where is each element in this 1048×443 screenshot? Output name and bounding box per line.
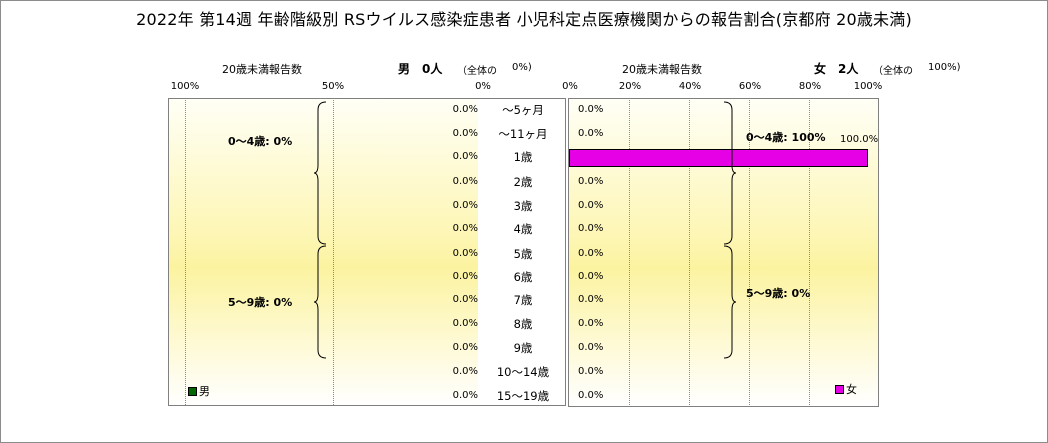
category-label: 9歳 [513,341,533,355]
gridline [689,100,690,405]
male-group-label-0-4: 0～4歳: 0% [228,135,293,148]
male-data-label: 0.0% [452,223,478,234]
category-label: 1歳 [513,150,533,164]
female-panel-border [568,98,879,407]
male-data-label: 0.0% [452,342,478,353]
male-data-label: 0.0% [452,128,478,139]
male-data-label: 0.0% [452,104,478,115]
male-data-label: 0.0% [452,151,478,162]
male-data-label: 0.0% [452,366,478,377]
female-data-label: 100.0% [840,134,879,145]
gridline [333,100,334,405]
male-data-label: 0.0% [452,390,478,401]
male-share-value: 0%) [512,62,532,73]
female-data-label: 0.0% [578,248,604,259]
gridline [629,100,630,405]
male-data-label: 0.0% [452,294,478,305]
female-brace-5-9 [723,245,737,359]
male-plot-area [168,98,478,406]
female-data-label: 0.0% [578,104,604,115]
category-label: 6歳 [513,270,533,284]
female-tick-label: 100% [853,81,883,92]
category-label: 2歳 [513,175,533,189]
female-data-label: 0.0% [578,366,604,377]
female-share-value: 100%) [928,62,961,73]
female-tick-label: 0% [562,81,578,92]
female-count: 2人 [838,62,859,76]
female-group-label-5-9: 5～9歳: 0% [746,287,811,300]
female-data-label: 0.0% [578,342,604,353]
female-data-label: 0.0% [578,223,604,234]
female-name: 女 [814,62,827,76]
female-share-label: （全体の [873,66,913,77]
male-count: 0人 [422,62,443,76]
female-group-label-0-4: 0～4歳: 100% [746,131,826,144]
gridline [185,100,186,405]
female-section-label: 20歳未満報告数 [622,63,702,76]
female-data-label: 0.0% [578,128,604,139]
category-label: 4歳 [513,222,533,236]
female-tick-label: 40% [678,81,702,92]
category-label: 7歳 [513,293,533,307]
female-legend-swatch [835,384,844,394]
female-legend-label: 女 [846,383,857,396]
male-data-label: 0.0% [452,271,478,282]
male-tick-label: 50% [321,81,345,92]
female-data-label: 0.0% [578,271,604,282]
female-bar [569,149,868,167]
male-brace-5-9 [313,245,327,359]
female-tick-label: 20% [618,81,642,92]
male-panel-border [168,98,566,406]
male-legend-swatch [188,386,197,396]
female-legend: 女 [835,381,857,397]
male-legend: 男 [188,383,210,399]
gridline [749,100,750,405]
male-tick-label: 0% [475,81,491,92]
male-data-label: 0.0% [452,200,478,211]
male-legend-label: 男 [199,385,210,398]
male-name: 男 [398,62,411,76]
female-data-label: 0.0% [578,176,604,187]
female-data-label: 0.0% [578,294,604,305]
category-label: ～5ヶ月 [502,103,544,117]
male-data-label: 0.0% [452,248,478,259]
female-data-label: 0.0% [578,200,604,211]
female-data-label: 0.0% [578,318,604,329]
female-tick-label: 80% [798,81,822,92]
category-label: 15～19歳 [496,389,550,403]
male-group-label-5-9: 5～9歳: 0% [228,296,293,309]
female-data-label: 0.0% [578,390,604,401]
chart-title: 2022年 第14週 年齢階級別 RSウイルス感染症患者 小児科定点医療機関から… [136,10,912,29]
male-share-label: （全体の [457,66,497,77]
male-data-label: 0.0% [452,176,478,187]
category-label: 5歳 [513,247,533,261]
female-tick-label: 60% [738,81,762,92]
male-section-label: 20歳未満報告数 [222,63,302,76]
male-data-label: 0.0% [452,318,478,329]
category-label: 10～14歳 [496,365,550,379]
category-label: ～11ヶ月 [498,127,548,141]
category-label: 8歳 [513,317,533,331]
gridline [809,100,810,405]
male-tick-label: 100% [170,81,200,92]
male-brace-0-4 [313,101,327,245]
female-brace-0-4 [723,101,737,245]
category-label: 3歳 [513,199,533,213]
